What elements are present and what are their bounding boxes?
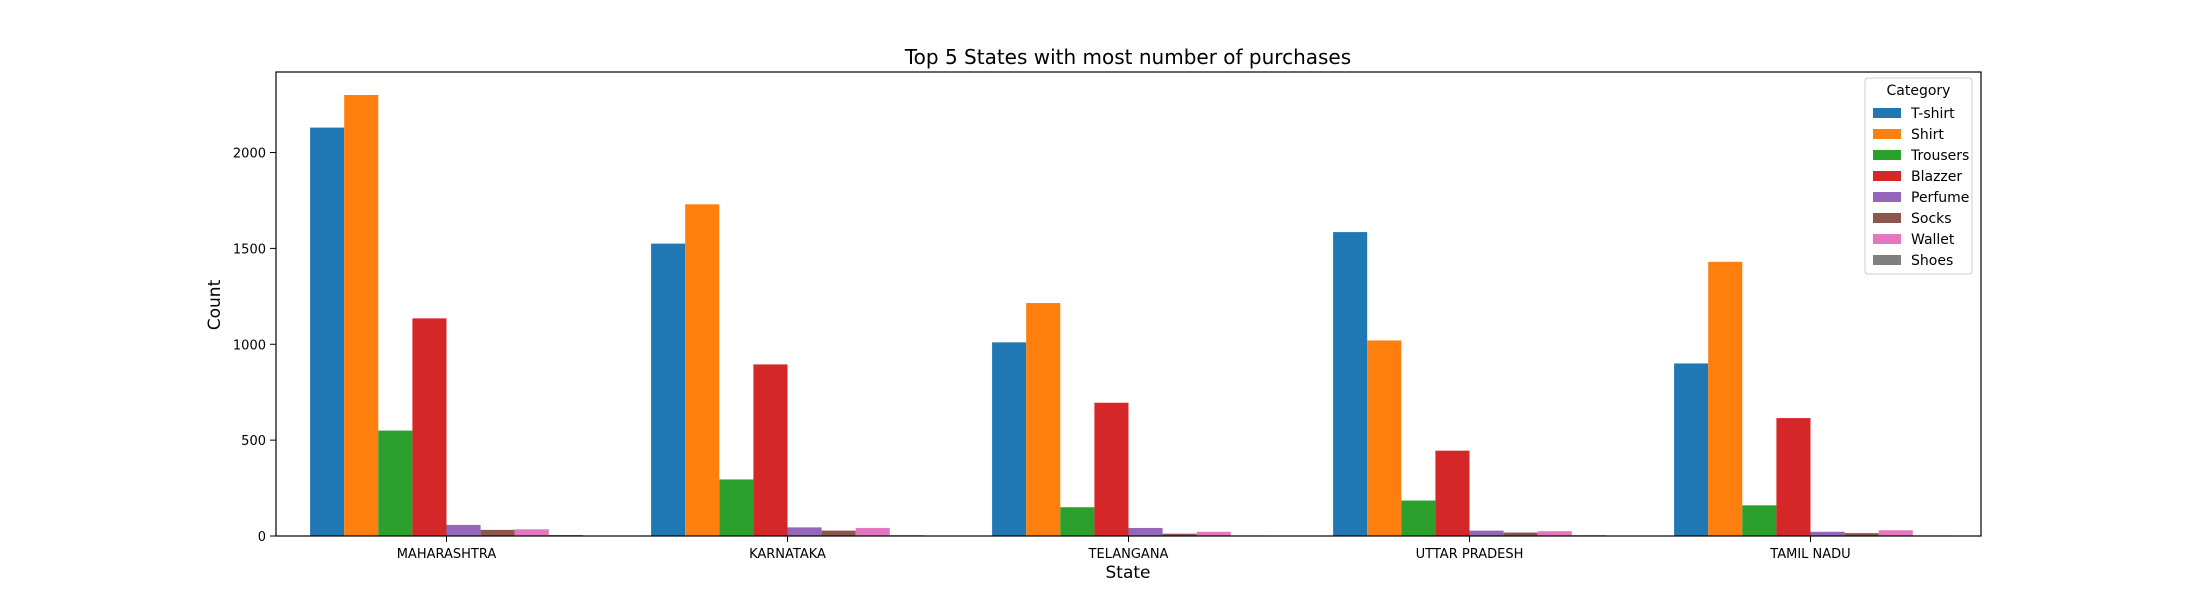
bar-socks-karnataka (821, 530, 856, 536)
y-tick-label: 2000 (233, 147, 266, 162)
legend-label-socks: Socks (1911, 211, 1952, 227)
legend-label-shoes: Shoes (1911, 253, 1953, 269)
bar-t-shirt-telangana (992, 342, 1027, 536)
bar-wallet-maharashtra (514, 529, 549, 536)
bar-trousers-tamil-nadu (1742, 505, 1777, 536)
bar-blazzer-maharashtra (412, 318, 447, 536)
chart-title: Top 5 States with most number of purchas… (904, 45, 1351, 69)
bar-perfume-telangana (1128, 527, 1163, 536)
bar-t-shirt-tamil-nadu (1674, 363, 1709, 536)
bar-perfume-karnataka (787, 527, 822, 536)
bar-trousers-maharashtra (378, 430, 413, 536)
bar-t-shirt-maharashtra (310, 127, 345, 536)
legend-swatch-shirt (1873, 129, 1901, 139)
legend-swatch-perfume (1873, 192, 1901, 202)
legend-label-wallet: Wallet (1911, 232, 1955, 248)
bar-t-shirt-uttar-pradesh (1333, 232, 1368, 536)
x-tick-label: TELANGANA (1088, 547, 1169, 562)
bar-shirt-uttar-pradesh (1367, 340, 1402, 536)
legend-box (1864, 77, 1973, 275)
y-tick-label: 1000 (233, 338, 266, 353)
bar-socks-tamil-nadu (1844, 533, 1879, 536)
legend-label-blazzer: Blazzer (1911, 169, 1962, 185)
legend-label-trousers: Trousers (1910, 148, 1969, 164)
x-axis: MAHARASHTRA KARNATAKA TELANGANA UTTAR PRADE… (397, 536, 1851, 562)
y-tick-label: 500 (241, 434, 266, 449)
bar-trousers-telangana (1060, 507, 1095, 536)
legend-swatch-wallet (1873, 234, 1901, 244)
bar-trousers-karnataka (719, 479, 754, 536)
plot-frame (275, 71, 1982, 537)
bar-socks-maharashtra (480, 529, 515, 536)
bar-shirt-karnataka (685, 204, 720, 537)
legend-swatch-t-shirt (1873, 108, 1901, 118)
bar-blazzer-karnataka (753, 364, 788, 536)
legend-swatch-trousers (1873, 150, 1901, 160)
bar-perfume-tamil-nadu (1810, 531, 1845, 536)
legend-label-t-shirt: T-shirt (1910, 106, 1955, 122)
bar-t-shirt-karnataka (651, 243, 686, 536)
x-tick-label: KARNATAKA (749, 547, 826, 562)
x-tick-label: UTTAR PRADESH (1416, 547, 1524, 562)
bar-shirt-telangana (1026, 303, 1061, 536)
bar-trousers-uttar-pradesh (1401, 500, 1436, 536)
bar-blazzer-uttar-pradesh (1435, 450, 1470, 536)
y-axis: 0 500 1000 1500 2000 (233, 147, 276, 545)
legend-swatch-socks (1873, 213, 1901, 223)
x-tick-label: TAMIL NADU (1769, 547, 1850, 562)
bar-wallet-uttar-pradesh (1537, 531, 1572, 536)
legend-swatch-blazzer (1873, 171, 1901, 181)
bar-shirt-maharashtra (344, 95, 379, 536)
bar-perfume-maharashtra (446, 524, 481, 536)
legend-label-shirt: Shirt (1911, 127, 1944, 143)
bar-shirt-tamil-nadu (1708, 261, 1743, 536)
x-axis-label: State (1106, 563, 1151, 583)
y-tick-label: 1500 (233, 242, 266, 257)
bar-wallet-telangana (1196, 531, 1231, 536)
legend-title: Category (1887, 83, 1951, 99)
bars-group (310, 95, 1947, 537)
x-tick-label: MAHARASHTRA (397, 547, 497, 562)
bar-socks-uttar-pradesh (1503, 532, 1538, 536)
legend-swatch-shoes (1873, 255, 1901, 265)
legend-label-perfume: Perfume (1911, 190, 1969, 206)
y-axis-label: Count (205, 279, 225, 330)
bar-wallet-tamil-nadu (1878, 530, 1913, 536)
bar-socks-telangana (1162, 533, 1197, 536)
bar-wallet-karnataka (855, 527, 890, 536)
bar-blazzer-telangana (1094, 402, 1129, 536)
bar-blazzer-tamil-nadu (1776, 418, 1811, 536)
y-tick-label: 0 (258, 530, 266, 545)
bar-perfume-uttar-pradesh (1469, 530, 1504, 536)
legend: Category T-shirt Shirt Trousers Blazzer Perfu… (1864, 77, 1973, 275)
